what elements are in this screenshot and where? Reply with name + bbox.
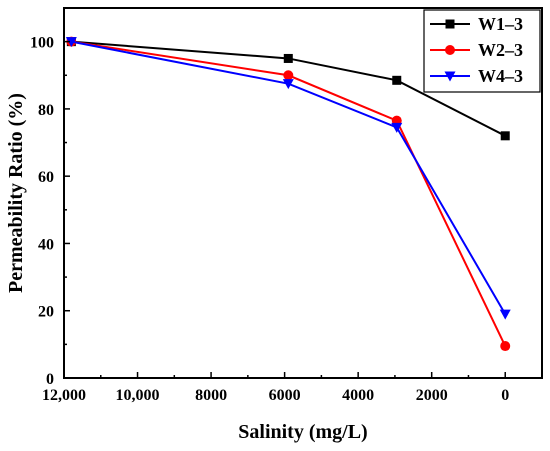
x-tick-label: 6000	[269, 387, 301, 404]
data-point	[282, 79, 294, 90]
y-tick-label: 20	[38, 304, 54, 321]
x-tick-label: 10,000	[116, 387, 160, 404]
x-tick-label: 12,000	[42, 387, 86, 404]
legend: W1–3 W2–3 W4–3	[423, 9, 541, 93]
x-axis-title: Salinity (mg/L)	[238, 421, 367, 443]
x-tick-label: 8000	[195, 387, 227, 404]
series-3	[65, 37, 511, 320]
series-line	[71, 40, 506, 137]
data-point	[283, 70, 294, 81]
legend-item: W2–3	[430, 40, 523, 60]
y-tick-label: 80	[38, 102, 54, 119]
series-2	[66, 36, 511, 352]
y-axis-title: Permeability Ratio (%)	[5, 93, 27, 293]
legend-label: W2–3	[478, 40, 523, 60]
y-tick-label: 0	[46, 371, 54, 388]
y-tick-label: 100	[30, 35, 54, 52]
legend-marker	[445, 45, 455, 55]
x-tick-label: 2000	[416, 387, 448, 404]
data-point	[499, 309, 511, 320]
axes-layer	[63, 7, 543, 379]
series-line	[71, 40, 507, 347]
x-tick-label: 0	[501, 387, 509, 404]
data-point	[392, 75, 402, 85]
series-layer	[65, 36, 511, 352]
ticks-layer: 12,000 10,000 8000 6000 4000 2000 0 0 20 40 60 80 10…	[30, 35, 509, 404]
legend-label: W1–3	[478, 14, 523, 34]
legend-item: W1–3	[430, 14, 523, 34]
y-tick-label: 40	[38, 236, 54, 253]
legend-label: W4–3	[478, 66, 523, 86]
legend-marker	[445, 19, 455, 29]
data-point	[391, 122, 403, 133]
legend-item: W4–3	[430, 66, 523, 86]
data-point	[283, 53, 293, 63]
x-tick-label: 4000	[342, 387, 374, 404]
data-point	[500, 341, 511, 352]
data-point	[65, 37, 77, 48]
data-point	[500, 131, 510, 141]
plot-frame	[63, 7, 543, 379]
series-line	[71, 40, 507, 315]
y-tick-label: 60	[38, 169, 54, 186]
legend-marker	[444, 71, 456, 82]
